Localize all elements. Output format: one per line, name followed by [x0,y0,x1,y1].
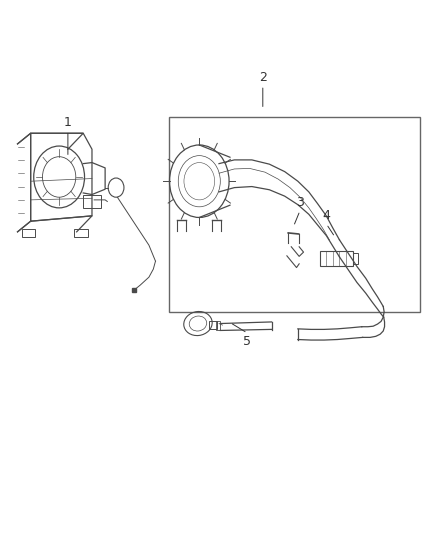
Text: 2: 2 [259,71,267,84]
Bar [83,195,101,208]
Text: 1: 1 [64,116,72,129]
Bar [353,253,358,264]
Bar [74,229,88,237]
Bar [216,321,220,330]
Bar [209,321,217,329]
Text: 5: 5 [244,335,251,348]
Text: 3: 3 [296,196,304,209]
Text: 4: 4 [322,209,330,222]
Bar [169,117,420,312]
Bar [22,229,35,237]
Bar [320,251,353,266]
